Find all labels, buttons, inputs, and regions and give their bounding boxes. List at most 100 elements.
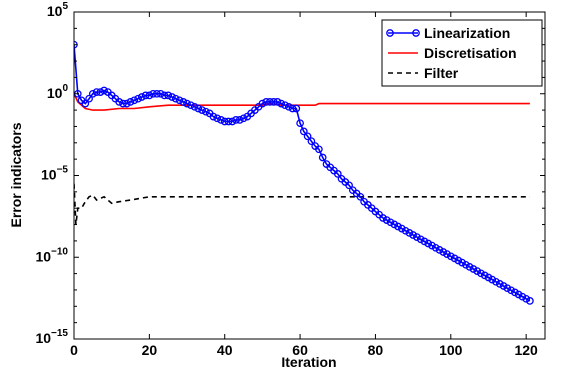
data-point xyxy=(526,297,534,305)
data-point xyxy=(153,89,161,98)
data-point xyxy=(266,98,274,106)
data-point xyxy=(514,290,523,299)
data-point xyxy=(232,116,240,124)
series-line-filter xyxy=(74,183,530,225)
data-point xyxy=(149,89,157,98)
data-point xyxy=(85,94,93,103)
data-point xyxy=(198,106,206,114)
data-point xyxy=(394,222,402,231)
legend-marker xyxy=(412,29,420,37)
data-point xyxy=(439,248,448,256)
data-point xyxy=(122,99,131,108)
y-tick-label: 10−15 xyxy=(35,328,68,346)
data-point xyxy=(202,107,210,116)
data-point xyxy=(194,104,203,113)
data-point xyxy=(492,277,500,286)
data-point xyxy=(307,137,316,146)
data-point xyxy=(81,99,90,108)
data-point xyxy=(235,116,244,124)
data-point xyxy=(175,96,184,105)
data-point xyxy=(134,94,142,103)
data-point xyxy=(480,271,489,280)
data-point xyxy=(284,102,293,111)
data-point xyxy=(462,260,470,269)
data-point xyxy=(416,235,425,244)
axes: 0 20 40 60 80 100 120 105 100 10−5 10−10 10−15 xyxy=(35,1,546,358)
data-point xyxy=(273,98,282,106)
data-point xyxy=(224,117,233,126)
data-point xyxy=(401,226,410,235)
data-point xyxy=(168,93,176,101)
data-point xyxy=(137,93,146,101)
legend-label: Discretisation xyxy=(424,45,517,61)
data-point xyxy=(164,91,173,100)
x-tick-label: 120 xyxy=(514,342,538,358)
data-point xyxy=(465,263,474,271)
data-point xyxy=(450,254,459,263)
data-point xyxy=(141,91,150,100)
data-point xyxy=(435,246,444,254)
x-axis-label: Iteration xyxy=(281,354,336,370)
data-point xyxy=(130,96,139,105)
series-line-discretisation xyxy=(74,93,530,111)
data-point xyxy=(303,132,312,141)
data-point xyxy=(262,98,271,106)
data-point xyxy=(503,284,512,293)
data-point xyxy=(405,229,414,237)
data-point xyxy=(217,116,225,124)
legend-label: Filter xyxy=(424,65,459,81)
x-tick-label: 20 xyxy=(142,342,158,358)
data-point xyxy=(454,256,463,265)
data-point xyxy=(522,294,531,303)
legend-marker xyxy=(386,29,394,37)
plot-area-lines xyxy=(74,40,534,305)
data-point xyxy=(115,98,124,106)
data-point xyxy=(92,88,101,96)
data-point xyxy=(424,239,433,248)
data-point xyxy=(333,170,342,178)
x-tick-label: 100 xyxy=(439,342,463,358)
data-point xyxy=(183,99,191,108)
data-point xyxy=(171,94,180,103)
x-tick-label: 80 xyxy=(368,342,384,358)
data-point xyxy=(488,275,497,284)
data-point xyxy=(220,117,229,126)
legend: Linearization Discretisation Filter xyxy=(381,19,543,87)
x-tick-label: 0 xyxy=(70,342,78,358)
data-point xyxy=(145,91,154,100)
y-tick-label: 100 xyxy=(47,83,69,101)
data-point xyxy=(507,286,515,295)
data-point xyxy=(239,114,248,123)
data-point xyxy=(518,292,527,301)
y-tick-label: 10−5 xyxy=(41,165,68,183)
data-point xyxy=(281,101,289,110)
data-point xyxy=(318,153,327,162)
data-point xyxy=(269,98,278,106)
x-tick-label: 60 xyxy=(292,342,308,358)
data-point xyxy=(431,243,440,252)
y-tick-label: 105 xyxy=(47,1,69,19)
data-point xyxy=(96,88,105,96)
x-tick-label: 40 xyxy=(217,342,233,358)
y-tick-label: 10−10 xyxy=(35,246,68,264)
data-point xyxy=(315,145,323,154)
data-point xyxy=(299,127,308,136)
data-point xyxy=(296,119,304,128)
data-point xyxy=(495,280,504,288)
data-point xyxy=(420,237,429,246)
data-point xyxy=(458,258,466,267)
data-point xyxy=(477,269,485,278)
data-point xyxy=(379,214,387,222)
data-point xyxy=(88,89,97,98)
y-axis-label: Error indicators xyxy=(8,122,24,227)
data-point xyxy=(186,101,195,110)
data-point xyxy=(179,98,188,106)
data-point xyxy=(160,91,169,100)
data-point xyxy=(277,99,286,108)
data-point xyxy=(409,231,417,239)
data-point xyxy=(469,265,478,273)
data-point xyxy=(126,98,135,106)
data-point xyxy=(345,181,353,190)
data-point xyxy=(100,86,108,95)
